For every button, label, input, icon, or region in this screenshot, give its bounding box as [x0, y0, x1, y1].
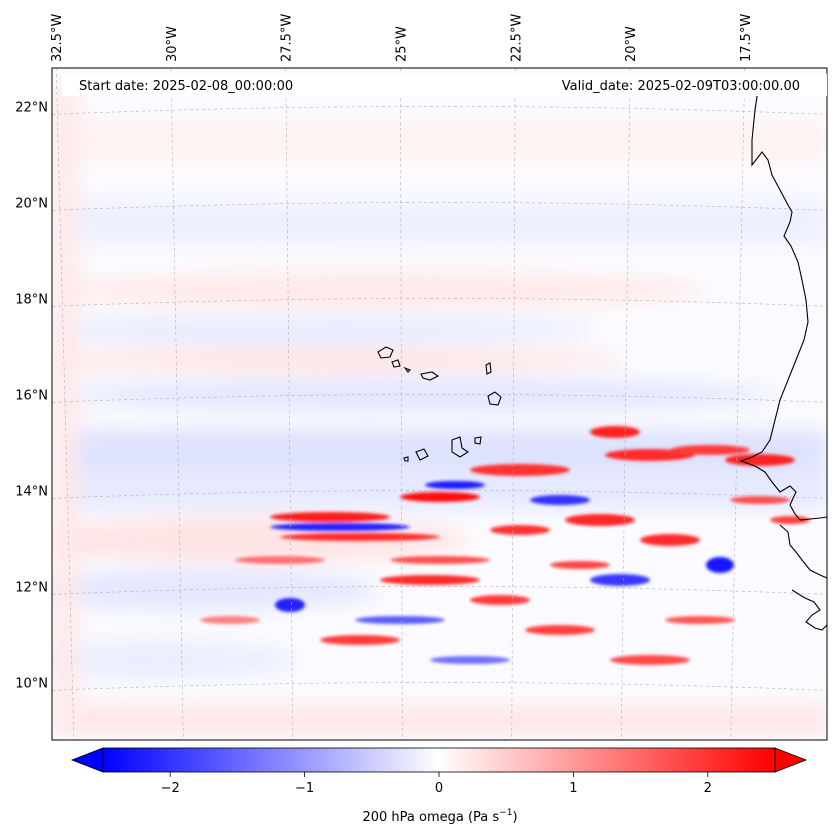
latitude-tick-label: 12°N	[15, 580, 48, 595]
latitude-tick-label: 16°N	[15, 388, 48, 403]
longitude-tick-label: 20°W	[624, 26, 639, 62]
colorbar-tick-label: −1	[295, 781, 314, 796]
latitude-tick-label: 22°N	[15, 100, 48, 115]
longitude-tick-label: 17.5°W	[739, 14, 754, 62]
latitude-tick-label: 18°N	[15, 292, 48, 307]
africa-coast	[739, 89, 827, 521]
meridian-gridline	[170, 68, 184, 740]
meridian-gridline	[400, 68, 403, 740]
start-date-label: Start date: 2025-02-08_00:00:00	[79, 79, 293, 94]
meridian-gridline	[285, 68, 294, 740]
longitude-tick-label: 27.5°W	[280, 14, 295, 62]
parallel-gridline	[52, 682, 827, 691]
colorbar-tick-label: −2	[161, 781, 180, 796]
colorbar-extend-min	[70, 747, 104, 773]
colorbar-tick-label: 1	[569, 781, 577, 796]
valid-date-label: Valid_date: 2025-02-09T03:00:00.00	[562, 79, 800, 94]
longitude-labels: 32.5°W 30°W 27.5°W 25°W 22.5°W 20°W 17.5°W	[50, 14, 754, 62]
longitude-tick-label: 30°W	[165, 26, 180, 62]
colorbar-label: 200 hPa omega (Pa s−1)	[362, 808, 517, 825]
meridian-gridline	[511, 68, 516, 740]
cape-verde-islands	[377, 346, 502, 462]
longitude-tick-label: 25°W	[394, 26, 409, 62]
meridian-gridline	[730, 68, 746, 740]
map-frame	[51, 67, 828, 741]
meridian-gridline	[620, 68, 631, 740]
gridlines	[52, 68, 827, 740]
coastline	[377, 89, 827, 631]
longitude-tick-label: 32.5°W	[50, 14, 65, 62]
longitude-tick-label: 22.5°W	[509, 14, 524, 62]
latitude-tick-label: 10°N	[15, 676, 48, 691]
meridian-gridline	[55, 68, 75, 740]
parallel-gridline	[52, 298, 827, 307]
parallel-gridline	[52, 586, 827, 595]
africa-coast-south	[779, 524, 827, 579]
latitude-tick-label: 14°N	[15, 484, 48, 499]
parallel-gridline	[52, 394, 827, 403]
colorbar-body	[102, 747, 776, 773]
colorbar-tick-label: 0	[435, 781, 443, 796]
colorbar-tick-label: 2	[704, 781, 712, 796]
colorbar-ticks: −2 −1 0 1 2	[161, 772, 712, 796]
convective-streaks	[200, 426, 810, 665]
broad-bands	[52, 80, 827, 735]
latitude-tick-label: 20°N	[15, 196, 48, 211]
africa-coast-far-south	[791, 589, 827, 631]
colorbar: −2 −1 0 1 2 200 hPa omega (Pa s−1)	[70, 747, 808, 825]
parallel-gridline	[52, 490, 827, 499]
omega-field	[52, 68, 827, 740]
latitude-labels: 22°N 20°N 18°N 16°N 14°N 12°N 10°N	[15, 100, 48, 691]
parallel-gridline	[52, 202, 827, 211]
parallel-gridline	[52, 106, 827, 115]
colorbar-extend-max	[774, 747, 808, 773]
